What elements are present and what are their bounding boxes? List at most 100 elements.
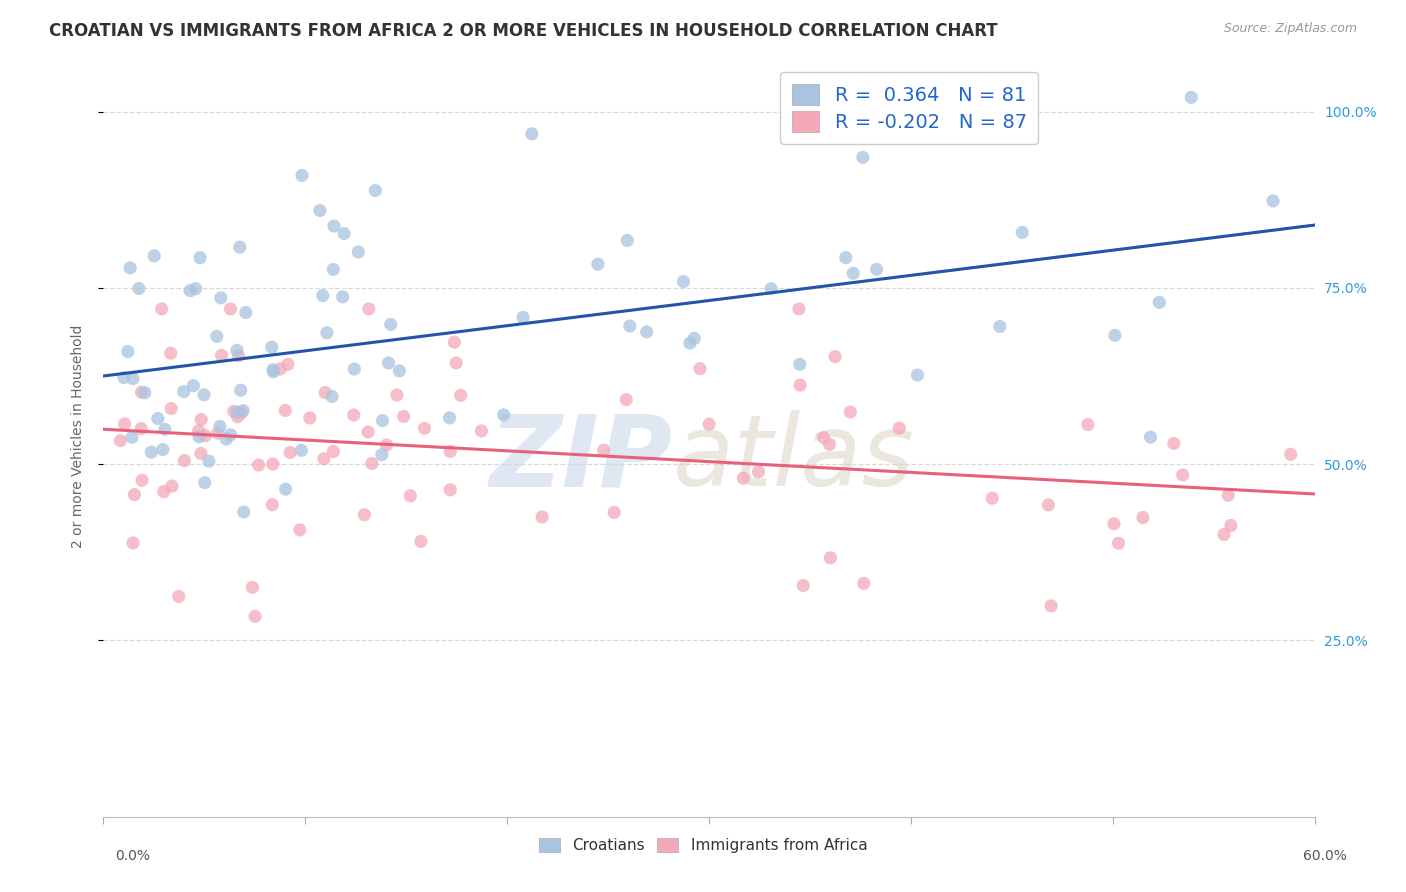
Point [399, 489, 422, 503]
Point [444, 356, 467, 370]
Point [343, 362, 366, 376]
Point [683, 331, 706, 345]
Point [323, 219, 346, 233]
Point [364, 184, 387, 198]
Point [208, 419, 231, 434]
Point [813, 431, 835, 445]
Point [1219, 518, 1241, 533]
Point [409, 534, 432, 549]
Point [232, 403, 254, 417]
Point [260, 340, 283, 354]
Point [1171, 467, 1194, 482]
Point [274, 482, 297, 496]
Text: 60.0%: 60.0% [1303, 849, 1347, 863]
Point [1108, 536, 1130, 550]
Point [160, 479, 183, 493]
Point [1149, 295, 1171, 310]
Point [332, 290, 354, 304]
Point [153, 422, 176, 436]
Point [672, 275, 695, 289]
Point [820, 550, 842, 565]
Point [592, 443, 614, 458]
Point [835, 251, 858, 265]
Point [321, 389, 343, 403]
Point [347, 244, 370, 259]
Point [450, 388, 472, 402]
Point [219, 428, 242, 442]
Point [312, 451, 335, 466]
Legend: R =  0.364   N = 81, R = -0.202   N = 87: R = 0.364 N = 81, R = -0.202 N = 87 [780, 72, 1039, 144]
Point [278, 445, 301, 459]
Point [173, 384, 195, 399]
Point [262, 457, 284, 471]
Point [291, 169, 314, 183]
Point [1011, 226, 1033, 240]
Point [152, 484, 174, 499]
Point [1139, 430, 1161, 444]
Point [219, 301, 242, 316]
Point [240, 581, 263, 595]
Point [226, 405, 249, 419]
Point [247, 458, 270, 472]
Point [492, 408, 515, 422]
Point [173, 453, 195, 467]
Point [531, 510, 554, 524]
Point [322, 444, 344, 458]
Point [298, 411, 321, 425]
Point [309, 203, 332, 218]
Point [207, 426, 229, 441]
Point [277, 358, 299, 372]
Point [184, 282, 207, 296]
Point [842, 266, 865, 280]
Point [889, 421, 911, 435]
Point [1132, 510, 1154, 524]
Point [226, 409, 249, 424]
Point [143, 249, 166, 263]
Point [852, 150, 875, 164]
Point [262, 498, 284, 512]
Point [343, 408, 366, 422]
Point [907, 368, 929, 382]
Point [1218, 488, 1240, 502]
Point [586, 257, 609, 271]
Point [988, 319, 1011, 334]
Point [112, 370, 135, 384]
Point [124, 488, 146, 502]
Point [290, 443, 312, 458]
Point [1040, 599, 1063, 613]
Y-axis label: 2 or more Vehicles in Household: 2 or more Vehicles in Household [72, 324, 86, 548]
Point [231, 406, 253, 420]
Point [121, 430, 143, 444]
Point [152, 442, 174, 457]
Point [357, 425, 380, 439]
Point [380, 318, 402, 332]
Point [228, 349, 250, 363]
Point [619, 318, 641, 333]
Point [789, 378, 811, 392]
Point [141, 445, 163, 459]
Point [520, 127, 543, 141]
Point [353, 508, 375, 522]
Point [134, 385, 156, 400]
Text: atlas: atlas [672, 410, 914, 508]
Point [222, 404, 245, 418]
Point [981, 491, 1004, 506]
Point [120, 260, 142, 275]
Point [443, 335, 465, 350]
Point [194, 428, 217, 442]
Point [193, 388, 215, 402]
Point [413, 421, 436, 435]
Point [316, 326, 339, 340]
Point [689, 361, 711, 376]
Point [839, 405, 862, 419]
Point [1261, 194, 1284, 208]
Point [949, 125, 972, 139]
Text: Source: ZipAtlas.com: Source: ZipAtlas.com [1223, 22, 1357, 36]
Point [262, 362, 284, 376]
Point [187, 424, 209, 438]
Point [188, 251, 211, 265]
Point [110, 434, 132, 448]
Point [314, 385, 336, 400]
Point [616, 233, 638, 247]
Point [190, 412, 212, 426]
